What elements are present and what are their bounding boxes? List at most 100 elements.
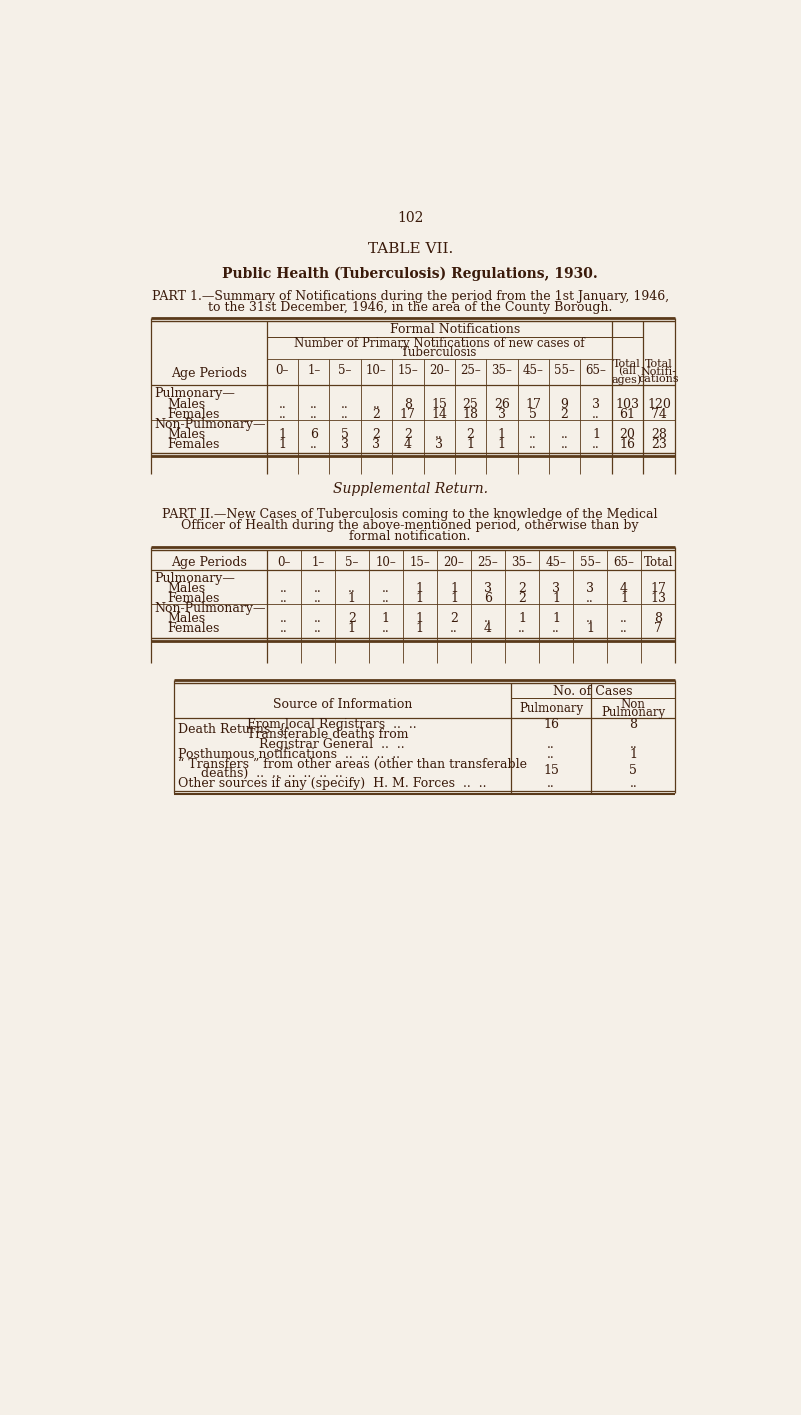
Text: 65–: 65– <box>614 556 634 569</box>
Text: Females: Females <box>167 593 220 606</box>
Text: 5: 5 <box>341 429 349 441</box>
Text: 1: 1 <box>416 593 424 606</box>
Text: formal notification.: formal notification. <box>349 529 471 543</box>
Text: 45–: 45– <box>523 364 544 376</box>
Text: Tuberculosis: Tuberculosis <box>401 345 477 359</box>
Text: ..: .. <box>529 439 537 451</box>
Text: 1: 1 <box>552 613 560 625</box>
Text: 1: 1 <box>498 429 506 441</box>
Text: 28: 28 <box>651 429 667 441</box>
Text: 5–: 5– <box>345 556 359 569</box>
Text: 0–: 0– <box>276 364 289 376</box>
Text: ..: .. <box>450 623 458 635</box>
Text: Males: Males <box>167 398 206 412</box>
Text: 2: 2 <box>372 429 380 441</box>
Text: 65–: 65– <box>586 364 606 376</box>
Text: 55–: 55– <box>580 556 601 569</box>
Text: Other sources if any (specify)  H. M. Forces  ..  ..: Other sources if any (specify) H. M. For… <box>178 777 486 790</box>
Text: 25–: 25– <box>477 556 498 569</box>
Text: 1: 1 <box>279 429 287 441</box>
Text: No. of Cases: No. of Cases <box>553 685 633 698</box>
Text: ..: .. <box>529 429 537 441</box>
Text: 26: 26 <box>494 398 509 412</box>
Text: 14: 14 <box>431 408 447 422</box>
Text: 3: 3 <box>484 582 492 596</box>
Text: 16: 16 <box>619 439 635 451</box>
Text: ..: .. <box>552 623 560 635</box>
Text: 1: 1 <box>552 593 560 606</box>
Text: Non-Pulmonary—: Non-Pulmonary— <box>155 419 266 432</box>
Text: 1: 1 <box>518 613 526 625</box>
Text: ..: .. <box>341 408 349 422</box>
Text: ..: .. <box>280 593 288 606</box>
Text: Total: Total <box>645 359 673 369</box>
Text: Males: Males <box>167 613 206 625</box>
Text: ..: .. <box>547 737 555 751</box>
Text: 1: 1 <box>416 582 424 596</box>
Text: 10–: 10– <box>376 556 396 569</box>
Text: Pulmonary: Pulmonary <box>519 702 583 716</box>
Text: 8: 8 <box>654 613 662 625</box>
Text: 1: 1 <box>382 613 390 625</box>
Text: ..: .. <box>382 623 390 635</box>
Text: 1–: 1– <box>307 364 320 376</box>
Text: Pulmonary—: Pulmonary— <box>155 388 235 400</box>
Text: ages): ages) <box>612 374 642 385</box>
Text: 1: 1 <box>630 747 638 761</box>
Text: Females: Females <box>167 439 220 451</box>
Text: ..: .. <box>314 593 322 606</box>
Text: Total: Total <box>614 359 641 369</box>
Text: 3: 3 <box>341 439 349 451</box>
Text: to the 31st December, 1946, in the area of the County Borough.: to the 31st December, 1946, in the area … <box>208 301 612 314</box>
Text: ..: .. <box>310 398 318 412</box>
Text: ..: .. <box>310 439 318 451</box>
Text: 15–: 15– <box>397 364 418 376</box>
Text: 1: 1 <box>620 593 628 606</box>
Text: 4: 4 <box>404 439 412 451</box>
Text: 3: 3 <box>586 582 594 596</box>
Text: ..: .. <box>586 613 594 625</box>
Text: 74: 74 <box>651 408 667 422</box>
Text: 23: 23 <box>651 439 667 451</box>
Text: 2: 2 <box>404 429 412 441</box>
Text: ..: .. <box>372 398 380 412</box>
Text: Transferable deaths from: Transferable deaths from <box>248 727 409 740</box>
Text: cations: cations <box>638 374 679 385</box>
Text: 20: 20 <box>619 429 635 441</box>
Text: ..: .. <box>279 398 286 412</box>
Text: ..: .. <box>279 408 286 422</box>
Text: 1: 1 <box>348 623 356 635</box>
Text: ..: .. <box>314 582 322 596</box>
Text: Age Periods: Age Periods <box>171 556 247 569</box>
Text: 15: 15 <box>431 398 447 412</box>
Text: 1: 1 <box>450 593 458 606</box>
Text: Formal Notifications: Formal Notifications <box>389 324 520 337</box>
Text: 2: 2 <box>518 593 526 606</box>
Text: Females: Females <box>167 623 220 635</box>
Text: Posthumous notifications  ..  ..  ..  ..: Posthumous notifications .. .. .. .. <box>178 747 400 761</box>
Text: deaths)  ..  ..  ..  ..  ..  ..: deaths) .. .. .. .. .. .. <box>201 767 343 780</box>
Text: 2: 2 <box>372 408 380 422</box>
Text: PART II.—New Cases of Tuberculosis coming to the knowledge of the Medical: PART II.—New Cases of Tuberculosis comin… <box>163 508 658 521</box>
Text: 8: 8 <box>404 398 412 412</box>
Text: From local Registrars  ..  ..: From local Registrars .. .. <box>248 717 417 730</box>
Text: 102: 102 <box>397 211 423 225</box>
Text: Notifi-: Notifi- <box>641 366 677 376</box>
Text: Females: Females <box>167 408 220 422</box>
Text: 55–: 55– <box>554 364 575 376</box>
Text: 2: 2 <box>450 613 458 625</box>
Text: 1: 1 <box>279 439 287 451</box>
Text: ..: .. <box>348 582 356 596</box>
Text: 3: 3 <box>435 439 443 451</box>
Text: 5: 5 <box>630 764 638 777</box>
Text: 25–: 25– <box>460 364 481 376</box>
Text: ..: .. <box>314 623 322 635</box>
Text: Non: Non <box>621 698 646 710</box>
Text: 15: 15 <box>543 764 559 777</box>
Text: 9: 9 <box>561 398 569 412</box>
Text: (all: (all <box>618 366 636 376</box>
Text: ..: .. <box>435 429 443 441</box>
Text: Pulmonary: Pulmonary <box>602 706 666 719</box>
Text: 4: 4 <box>484 623 492 635</box>
Text: 2: 2 <box>467 429 474 441</box>
